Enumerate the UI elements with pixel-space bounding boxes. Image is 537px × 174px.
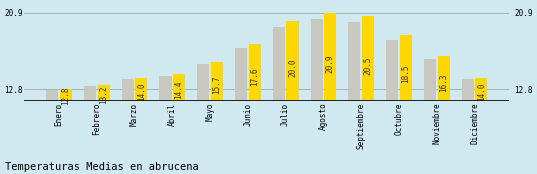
Bar (386, 40, 398, 101)
Bar (424, 59, 436, 101)
Bar (211, 62, 223, 101)
Bar (98, 85, 110, 101)
Bar (362, 16, 374, 101)
Text: 12.8: 12.8 (61, 87, 70, 105)
Bar (197, 65, 209, 101)
Text: 14.0: 14.0 (137, 82, 146, 101)
Text: 15.7: 15.7 (213, 75, 221, 94)
Text: 20.0: 20.0 (288, 58, 297, 77)
Bar (286, 21, 299, 101)
Bar (173, 74, 185, 101)
Bar (159, 76, 171, 101)
Text: Temperaturas Medias en abrucena: Temperaturas Medias en abrucena (5, 162, 199, 172)
Bar (438, 56, 449, 101)
Text: 13.2: 13.2 (99, 85, 108, 104)
Bar (84, 86, 96, 101)
Bar (46, 90, 58, 101)
Bar (400, 35, 412, 101)
Text: 17.6: 17.6 (250, 68, 259, 86)
Bar (310, 19, 323, 101)
Bar (135, 78, 147, 101)
Bar (235, 48, 247, 101)
Bar (60, 89, 72, 101)
Bar (273, 27, 285, 101)
Bar (349, 22, 360, 101)
Text: 20.9: 20.9 (326, 55, 335, 73)
Text: 14.0: 14.0 (477, 82, 486, 101)
Bar (462, 79, 474, 101)
Text: 20.5: 20.5 (364, 56, 373, 75)
Bar (475, 78, 488, 101)
Text: 16.3: 16.3 (439, 73, 448, 92)
Bar (249, 44, 261, 101)
Bar (324, 13, 336, 101)
Text: 18.5: 18.5 (401, 64, 410, 83)
Text: 14.4: 14.4 (175, 81, 184, 99)
Bar (122, 79, 134, 101)
